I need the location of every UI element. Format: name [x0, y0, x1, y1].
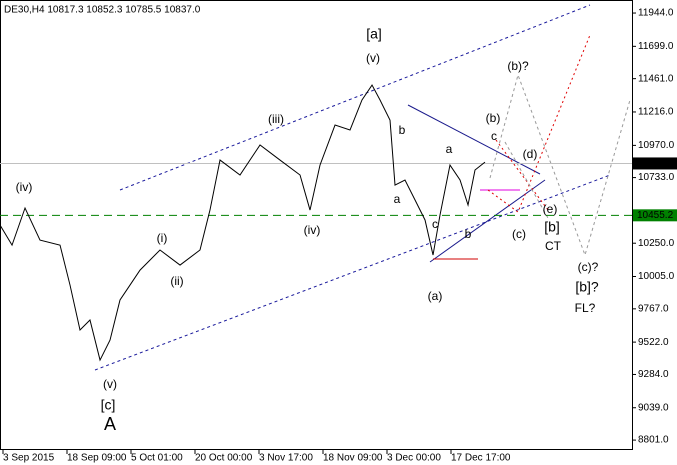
- y-tick-label: 11944.0: [638, 8, 674, 19]
- x-tick-label: 20 Oct 00:00: [195, 453, 253, 464]
- wave-label: (b): [486, 111, 501, 125]
- x-tick-label: 3 Dec 00:00: [387, 453, 441, 464]
- x-tick-label: 18 Nov 09:00: [323, 453, 383, 464]
- wave-label: [b]: [544, 219, 560, 235]
- y-tick-label: 9039.0: [638, 402, 669, 413]
- wave-label: [a]: [366, 26, 382, 42]
- wave-label: (iv): [16, 180, 33, 194]
- wave-label: a: [394, 192, 401, 206]
- wave-label: c: [432, 217, 438, 231]
- x-tick-label: 3 Sep 2015: [3, 453, 55, 464]
- y-tick-label: 11216.0: [638, 107, 674, 118]
- wave-label: [b]?: [575, 279, 599, 295]
- price-line-series: [0, 84, 486, 362]
- wave-label: b: [465, 227, 472, 241]
- y-tick-label: 10733.0: [638, 172, 675, 183]
- y-tick-label: 10970.0: [638, 140, 675, 151]
- wave-label: (ii): [170, 274, 183, 288]
- plot-frame: [0, 0, 633, 450]
- y-tick-label: 9767.0: [638, 303, 669, 314]
- wave-label: (v): [103, 377, 117, 391]
- y-tick-label: 9284.0: [638, 369, 669, 380]
- y-tick-label: 11699.0: [638, 41, 674, 52]
- price-label: 10455.2: [637, 210, 674, 221]
- wave-label: b: [399, 123, 406, 137]
- wave-label: a: [446, 142, 453, 156]
- y-tick-label: 10005.0: [638, 271, 675, 282]
- wave-label: [c]: [101, 397, 116, 413]
- wave-label: (c): [512, 227, 526, 241]
- x-tick-label: 18 Sep 09:00: [67, 453, 127, 464]
- wave-label: A: [104, 414, 116, 434]
- x-tick-label: 3 Nov 17:00: [259, 453, 313, 464]
- trend-lines: [94, 4, 631, 371]
- y-tick-label: 10250.0: [638, 238, 675, 249]
- wave-label: (b)?: [507, 59, 529, 73]
- price-label: 10837.0: [637, 158, 674, 169]
- y-tick-label: 11461.0: [638, 73, 674, 84]
- y-tick-label: 9522.0: [638, 337, 669, 348]
- wave-label: (v): [366, 51, 380, 65]
- chart-title: DE30,H4 10817.3 10852.3 10785.5 10837.0: [4, 5, 201, 16]
- wave-label: (c)?: [578, 260, 599, 274]
- price-label-box: [633, 209, 677, 222]
- wave-label: (iv): [304, 223, 321, 237]
- wave-label: (iii): [268, 112, 284, 126]
- y-tick-label: 8801.0: [638, 435, 669, 446]
- x-tick-label: 5 Oct 01:00: [131, 453, 183, 464]
- wave-label: (d): [523, 147, 538, 161]
- x-tick-label: 17 Dec 17:00: [451, 453, 511, 464]
- wave-label: (a): [428, 289, 443, 303]
- wave-label: FL?: [575, 301, 596, 315]
- wave-label: (i): [157, 231, 168, 245]
- wave-label: (e): [543, 202, 558, 216]
- wave-label: c: [491, 129, 497, 143]
- price-label-box: [633, 157, 677, 170]
- wave-label: CT: [545, 239, 562, 253]
